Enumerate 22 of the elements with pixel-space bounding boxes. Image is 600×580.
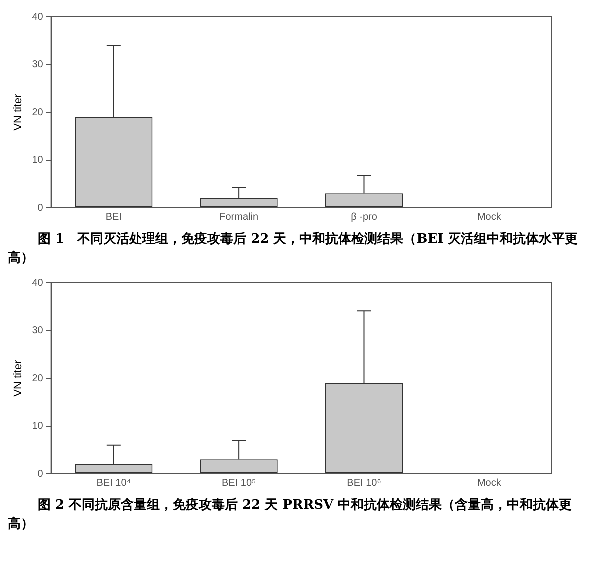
x-tick-label: Mock xyxy=(477,212,502,223)
caption: 图 1 不同灭活处理组，免疫攻毒后 22 天，中和抗体检测结果（BEI 灭活组中和抗体水平更高） xyxy=(8,230,580,268)
y-tick-label: 30 xyxy=(32,60,44,70)
y-tick-label: 20 xyxy=(32,107,44,118)
y-tick-label: 40 xyxy=(32,278,44,289)
x-tick-label: Mock xyxy=(477,478,502,489)
x-tick-label: BEI 10⁶ xyxy=(347,478,382,489)
x-tick-label: Formalin xyxy=(220,212,259,223)
y-axis-title: VN titer xyxy=(12,360,25,397)
y-tick-label: 0 xyxy=(38,202,44,214)
x-tick-label: BEI 10⁴ xyxy=(96,478,132,489)
y-tick-label: 30 xyxy=(32,326,44,336)
y-tick-label: 0 xyxy=(38,468,44,480)
y-tick-label: 20 xyxy=(32,373,44,384)
y-tick-label: 10 xyxy=(32,155,44,166)
x-tick-label: BEI 10⁵ xyxy=(222,478,256,489)
y-tick-label: 40 xyxy=(32,12,44,23)
x-tick-label: BEI xyxy=(106,212,122,223)
caption: 图 2 不同抗原含量组，免疫攻毒后 22 天 PRRSV 中和抗体检测结果（含量高，中和抗体更高） xyxy=(8,496,574,534)
x-tick-label: β -pro xyxy=(351,212,378,223)
y-tick-label: 10 xyxy=(32,421,44,432)
y-axis-title: VN titer xyxy=(12,94,25,131)
